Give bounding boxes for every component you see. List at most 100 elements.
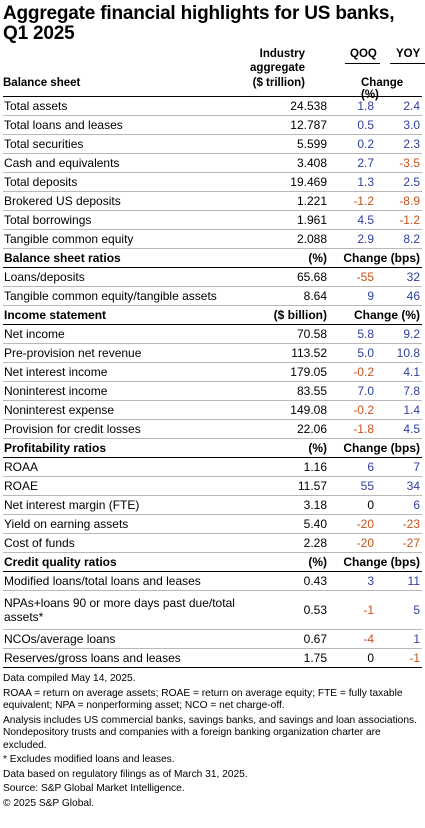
row-label: Yield on earning assets [3,514,257,534]
title-line-1: Aggregate financial highlights for US ba… [3,3,395,24]
section-title: Income statement [3,305,257,325]
row-yoy-change: -27 [380,533,422,553]
row-label: Provision for credit losses [3,419,257,439]
table-row: Yield on earning assets 5.40 -20 -23 [3,514,422,534]
table-row: Tangible common equity 2.088 2.9 8.2 [3,229,422,249]
row-aggregate-value: 83.55 [257,381,334,401]
table-row: Pre-provision net revenue 113.52 5.0 10.8 [3,343,422,363]
row-qoq-change: -0.2 [334,362,380,382]
row-yoy-change: 1 [380,629,422,649]
table-row: Reserves/gross loans and leases 1.75 0 -1 [3,648,422,668]
row-yoy-change: 10.8 [380,343,422,363]
row-label: Total deposits [3,172,257,192]
row-aggregate-value: 5.599 [257,134,334,154]
row-qoq-change: -4 [334,629,380,649]
section-title: Balance sheet [3,77,81,89]
row-label: Tangible common equity [3,229,257,249]
row-label: ROAE [3,476,257,496]
table-row: ROAA 1.16 6 7 [3,457,422,477]
row-qoq-change: 6 [334,457,380,477]
table-row: Tangible common equity/tangible assets 8.… [3,286,422,306]
row-yoy-change: 2.3 [380,134,422,154]
row-yoy-change: -3.5 [380,153,422,173]
row-aggregate-value: 24.538 [257,97,334,116]
row-yoy-change: -1 [380,648,422,668]
industry-aggregate-header: Industry aggregate [225,48,305,75]
row-yoy-change: 2.4 [380,97,422,116]
row-aggregate-value: 113.52 [257,343,334,363]
footnote: Data based on regulatory filings as of M… [3,768,248,780]
row-aggregate-value: 5.40 [257,514,334,534]
row-qoq-change: 9 [334,286,380,306]
row-aggregate-value: 1.221 [257,191,334,211]
footnote: Analysis includes US commercial banks, s… [3,714,417,751]
table-row: Brokered US deposits 1.221 -1.2 -8.9 [3,191,422,211]
table-row: ROAE 11.57 55 34 [3,476,422,496]
section-unit: (%) [257,438,334,458]
row-yoy-change: 11 [380,571,422,591]
row-aggregate-value: 1.16 [257,457,334,477]
row-qoq-change: -0.2 [334,400,380,420]
section-unit: (%) [257,552,334,572]
row-yoy-change: 7.8 [380,381,422,401]
header-rule [3,96,422,97]
row-qoq-change: 1.8 [334,97,380,116]
row-yoy-change: -8.9 [380,191,422,211]
row-qoq-change: -1 [334,590,380,630]
row-label: Modified loans/total loans and leases [3,571,257,591]
row-aggregate-value: 0.43 [257,571,334,591]
table-row: Total borrowings 1.961 4.5 -1.2 [3,210,422,230]
footnote: © 2025 S&P Global. [3,797,95,809]
section-header-row: Income statement ($ billion) Change (%) [3,305,422,325]
row-label: Reserves/gross loans and leases [3,648,257,668]
row-label: Tangible common equity/tangible assets [3,286,257,306]
table-row: NCOs/average loans 0.67 -4 1 [3,629,422,649]
table-row: Cost of funds 2.28 -20 -27 [3,533,422,553]
footnote: ROAA = return on average assets; ROAE = … [3,687,403,712]
section-change-label: Change (bps) [334,438,422,458]
section-unit: ($ trillion) [252,77,305,89]
table-row: Total deposits 19.469 1.3 2.5 [3,172,422,192]
row-label: Noninterest income [3,381,257,401]
row-label: Net interest margin (FTE) [3,495,257,515]
section-header-row: Balance sheet ratios (%) Change (bps) [3,248,422,268]
row-aggregate-value: 70.58 [257,324,334,344]
row-aggregate-value: 19.469 [257,172,334,192]
row-yoy-change: 32 [380,267,422,287]
row-yoy-change: 1.4 [380,400,422,420]
row-yoy-change: -1.2 [380,210,422,230]
row-qoq-change: -55 [334,267,380,287]
industry-header-line-1: Industry [259,48,305,60]
table-header: Industry aggregate QOQ YOY Balance sheet… [3,44,425,101]
row-qoq-change: -20 [334,514,380,534]
row-label: Total assets [3,97,257,116]
section-title: Balance sheet ratios [3,248,257,268]
row-label: Loans/deposits [3,267,257,287]
section-unit: ($ billion) [257,305,334,325]
section-header-row: Credit quality ratios (%) Change (bps) [3,552,422,572]
row-qoq-change: 7.0 [334,381,380,401]
row-yoy-change: -23 [380,514,422,534]
row-aggregate-value: 1.961 [257,210,334,230]
row-aggregate-value: 12.787 [257,115,334,135]
row-label: Noninterest expense [3,400,257,420]
table-row: Net interest income 179.05 -0.2 4.1 [3,362,422,382]
row-yoy-change: 46 [380,286,422,306]
footnote: Source: S&P Global Market Intelligence. [3,783,185,794]
table-row: Net income 70.58 5.8 9.2 [3,324,422,344]
row-label: Total loans and leases [3,115,257,135]
yoy-header: YOY [396,48,421,60]
row-qoq-change: 55 [334,476,380,496]
row-aggregate-value: 3.18 [257,495,334,515]
table-row: Total securities 5.599 0.2 2.3 [3,134,422,154]
row-label: Total securities [3,134,257,154]
financial-table: Total assets 24.538 1.8 2.4 Total loans and … [3,97,422,668]
row-qoq-change: 5.8 [334,324,380,344]
row-yoy-change: 4.1 [380,362,422,382]
row-label: Brokered US deposits [3,191,257,211]
table-row: Loans/deposits 65.68 -55 32 [3,267,422,287]
footnotes: Data compiled May 14, 2025. ROAA = return… [3,673,422,810]
row-label: Cost of funds [3,533,257,553]
row-aggregate-value: 11.57 [257,476,334,496]
title-line-2: Q1 2025 [3,23,75,44]
